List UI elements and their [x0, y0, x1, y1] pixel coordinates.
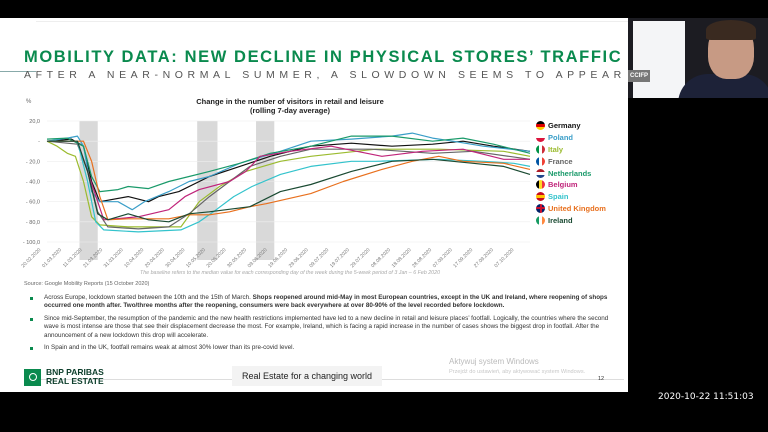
flag-icon	[536, 133, 545, 143]
x-tick-label: 20.04.2020	[144, 247, 166, 269]
legend-item-france: France	[536, 155, 606, 167]
windows-activation-watermark: Aktywuj system Windows	[449, 357, 539, 366]
legend-label: United Kingdom	[548, 203, 606, 213]
timestamp: 2020-10-22 11:51:03	[658, 392, 754, 402]
divider	[0, 71, 36, 72]
x-tick-label: 27.09.2020	[473, 247, 495, 269]
x-tick-label: 20.02.2020	[20, 247, 42, 269]
x-tick-label: 01.03.2020	[41, 247, 63, 269]
x-tick-label: 28.08.2020	[411, 247, 433, 269]
bnp-paribas-logo: BNP PARIBAS REAL ESTATE	[24, 368, 104, 386]
webcam-badge: CCIFP	[628, 70, 650, 82]
legend-label: Poland	[548, 133, 574, 143]
x-tick-label: 07.09.2020	[432, 247, 454, 269]
x-tick-label: 09.07.2020	[308, 247, 330, 269]
y-tick-label: - 100,0	[23, 240, 40, 246]
legend-item-spain: Spain	[536, 191, 606, 203]
page-number: 12	[598, 376, 605, 382]
flag-icon	[536, 121, 545, 131]
x-tick-label: 07.10.2020	[493, 247, 515, 269]
legend-label: Ireland	[548, 215, 573, 225]
bullet-marker	[30, 317, 33, 321]
bullet-item: In Spain and in the UK, footfall remains…	[30, 344, 610, 352]
bullet-item: Across Europe, lockdown started between …	[30, 294, 610, 311]
flag-icon	[536, 215, 545, 225]
bullet-marker	[30, 347, 33, 351]
series-line-netherlands	[46, 135, 531, 193]
legend-label: France	[548, 156, 573, 166]
y-axis-label: %	[26, 99, 32, 105]
tagline: Real Estate for a changing world	[232, 366, 382, 386]
legend-item-netherlands: Netherlands	[536, 167, 606, 179]
bullet-text: Across Europe, lockdown started between …	[44, 294, 253, 301]
bullet-item: Since mid-September, the resumption of t…	[30, 315, 610, 340]
x-tick-label: 19.07.2020	[329, 247, 351, 269]
presentation-slide: MOBILITY DATA: NEW DECLINE IN PHYSICAL S…	[0, 18, 628, 392]
lockdown-shade	[256, 121, 275, 260]
slide-title: MOBILITY DATA: NEW DECLINE IN PHYSICAL S…	[24, 48, 623, 66]
legend-item-germany: Germany	[536, 120, 606, 132]
series-line-france	[46, 140, 531, 230]
x-tick-label: 18.08.2020	[391, 247, 413, 269]
y-tick-label: - 80,0	[26, 220, 40, 226]
flag-icon	[536, 168, 545, 178]
bullet-marker	[30, 297, 33, 300]
series-line-united-kingdom	[47, 140, 531, 221]
logo-icon	[24, 368, 41, 386]
lockdown-shade	[197, 121, 218, 260]
legend-label: Spain	[548, 192, 569, 202]
bullet-text: In Spain and in the UK, footfall remains…	[44, 344, 295, 352]
sponsor-banner	[633, 21, 685, 98]
flag-icon	[536, 180, 545, 190]
bullet-list: Across Europe, lockdown started between …	[30, 294, 610, 356]
y-tick-label: - 60,0	[26, 200, 40, 206]
y-tick-label: - 40,0	[26, 180, 40, 186]
legend-label: Italy	[548, 144, 564, 154]
speaker-hair	[706, 20, 756, 40]
y-tick-label: -	[38, 139, 40, 145]
flag-icon	[536, 203, 545, 213]
x-tick-label: 29.07.2020	[350, 247, 372, 269]
y-tick-label: - 20,0	[26, 159, 40, 165]
bullet-text: Since mid-September, the resumption of t…	[44, 314, 609, 339]
chart-legend: Germany Poland Italy France Netherlands Belgi…	[536, 120, 606, 226]
x-tick-label: 17.09.2020	[452, 247, 474, 269]
x-tick-label: 30.05.2020	[226, 247, 248, 269]
lockdown-shade	[79, 121, 98, 260]
slide-subtitle: AFTER A NEAR-NORMAL SUMMER, A SLOWDOWN S…	[24, 69, 626, 81]
legend-item-poland: Poland	[536, 132, 606, 144]
legend-label: Germany	[548, 121, 581, 131]
source-note: Source: Google Mobility Reports (15 Octo…	[24, 281, 150, 287]
legend-label: Belgium	[548, 180, 578, 190]
y-tick-label: 20,0	[29, 119, 40, 125]
legend-item-belgium: Belgium	[536, 179, 606, 191]
legend-item-united-kingdom: United Kingdom	[536, 203, 606, 215]
flag-icon	[536, 192, 545, 202]
logo-text: REAL ESTATE	[46, 376, 104, 386]
webcam-feed: CCIFP	[628, 18, 768, 98]
mobility-line-chart: % Change in the number of visitors in re…	[20, 97, 531, 276]
windows-activation-hint: Przejdź do ustawień, aby aktywować syste…	[449, 369, 586, 375]
bullet-bold-text: Shops reopened around mid-May in most Eu…	[44, 294, 608, 310]
x-tick-label: 30.04.2020	[164, 247, 186, 269]
x-tick-label: 31.03.2020	[103, 247, 125, 269]
x-tick-label: 10.04.2020	[123, 247, 145, 269]
legend-item-italy: Italy	[536, 144, 606, 156]
baseline-note: The baseline refers to the median value …	[140, 270, 440, 276]
chart-title: Change in the number of visitors in reta…	[196, 97, 384, 106]
chart-subtitle: (rolling 7-day average)	[250, 106, 331, 115]
series-line-ireland	[47, 140, 531, 223]
logo-text: BNP PARIBAS	[46, 367, 104, 377]
x-tick-label: 29.06.2020	[288, 247, 310, 269]
legend-item-ireland: Ireland	[536, 214, 606, 226]
x-tick-label: 08.08.2020	[370, 247, 392, 269]
flag-icon	[536, 144, 545, 154]
series-line-belgium	[47, 140, 530, 221]
flag-icon	[536, 156, 545, 166]
legend-label: Netherlands	[548, 168, 592, 178]
divider	[36, 21, 628, 22]
series-line-poland	[46, 132, 531, 211]
